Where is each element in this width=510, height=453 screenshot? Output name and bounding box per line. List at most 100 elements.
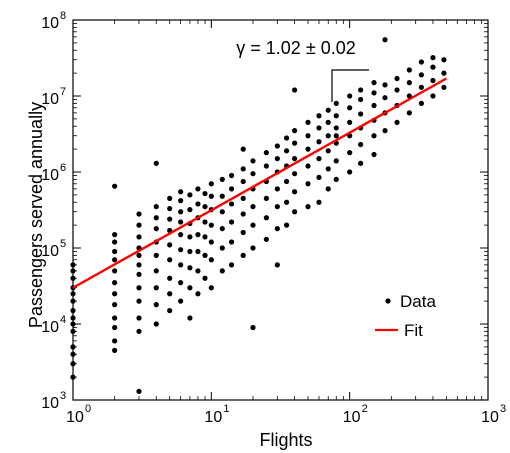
data-point bbox=[136, 315, 142, 321]
x-tick-exponent: 3 bbox=[500, 403, 506, 415]
data-point bbox=[406, 67, 412, 73]
data-point bbox=[219, 176, 225, 182]
data-point bbox=[70, 315, 76, 321]
data-point bbox=[250, 204, 256, 210]
data-point bbox=[325, 119, 331, 125]
data-point bbox=[195, 186, 201, 192]
data-point bbox=[371, 102, 377, 109]
data-point bbox=[274, 186, 280, 192]
y-tick-exponent: 3 bbox=[60, 390, 66, 402]
data-point bbox=[250, 245, 256, 251]
data-point bbox=[187, 234, 193, 240]
y-tick-label: 10 bbox=[41, 91, 59, 108]
data-point bbox=[153, 321, 159, 327]
data-point bbox=[195, 268, 201, 274]
data-point bbox=[70, 298, 76, 304]
legend-data-marker bbox=[385, 298, 391, 304]
x-axis-ticks: 10 0 10 1 10 2 10 3 bbox=[66, 20, 506, 426]
data-point bbox=[167, 308, 173, 314]
y-axis-label: Passengers served annually bbox=[26, 102, 46, 328]
data-point bbox=[228, 262, 235, 268]
data-point bbox=[112, 291, 118, 297]
data-point bbox=[305, 119, 311, 125]
data-point bbox=[70, 361, 76, 367]
data-point bbox=[178, 189, 184, 195]
data-point bbox=[347, 119, 353, 125]
data-point bbox=[263, 236, 269, 242]
data-point bbox=[112, 347, 118, 353]
data-point bbox=[178, 232, 184, 238]
data-point bbox=[325, 186, 331, 192]
data-point bbox=[178, 198, 184, 204]
data-point bbox=[292, 140, 298, 146]
data-point bbox=[167, 195, 173, 201]
data-point bbox=[250, 324, 256, 331]
data-point bbox=[371, 133, 377, 139]
data-point bbox=[274, 225, 280, 232]
slope-annotation-text: γ = 1.02 ± 0.02 bbox=[236, 38, 355, 58]
data-point bbox=[263, 215, 269, 221]
data-point bbox=[178, 209, 184, 215]
data-point bbox=[70, 268, 76, 274]
data-point bbox=[333, 158, 339, 164]
data-point bbox=[153, 268, 159, 274]
data-point bbox=[283, 222, 290, 228]
data-point bbox=[263, 195, 269, 201]
data-point bbox=[70, 275, 76, 281]
data-point bbox=[112, 232, 118, 238]
data-point bbox=[178, 262, 184, 268]
data-point bbox=[228, 239, 235, 245]
data-point bbox=[358, 111, 364, 117]
data-point bbox=[347, 169, 353, 175]
data-point bbox=[208, 239, 214, 245]
data-point bbox=[187, 207, 193, 213]
x-tick-label: 10 bbox=[204, 409, 222, 426]
data-point bbox=[305, 163, 311, 169]
data-point bbox=[240, 211, 246, 217]
plot-area bbox=[72, 19, 489, 401]
data-point bbox=[202, 275, 208, 281]
data-point bbox=[167, 216, 173, 222]
data-point bbox=[136, 388, 142, 394]
data-point bbox=[263, 149, 269, 156]
data-point bbox=[382, 37, 388, 43]
data-point bbox=[153, 215, 159, 221]
data-point bbox=[316, 156, 322, 162]
data-point bbox=[228, 219, 235, 225]
data-point bbox=[153, 204, 159, 210]
data-point bbox=[112, 280, 118, 286]
data-point bbox=[195, 248, 201, 255]
data-point bbox=[70, 291, 76, 297]
data-point bbox=[187, 315, 193, 321]
x-tick-label: 10 bbox=[66, 409, 84, 426]
data-point bbox=[394, 119, 400, 125]
data-point bbox=[136, 271, 142, 277]
data-point bbox=[219, 225, 225, 232]
x-tick-exponent: 0 bbox=[85, 403, 91, 415]
data-point bbox=[325, 148, 331, 154]
data-point bbox=[316, 199, 322, 205]
data-point bbox=[112, 257, 118, 263]
data-point bbox=[430, 93, 436, 99]
data-point bbox=[333, 176, 339, 182]
data-point bbox=[187, 265, 193, 271]
data-point bbox=[394, 75, 400, 82]
data-point bbox=[292, 189, 298, 195]
data-point bbox=[112, 338, 118, 344]
data-point bbox=[112, 183, 118, 189]
slope-bracket bbox=[331, 69, 369, 102]
legend: Data Fit bbox=[375, 292, 436, 340]
data-point bbox=[136, 298, 142, 304]
data-point bbox=[112, 248, 118, 255]
data-point bbox=[208, 222, 214, 228]
data-point bbox=[347, 105, 353, 111]
data-point bbox=[305, 181, 311, 187]
y-tick-exponent: 6 bbox=[60, 162, 66, 174]
data-point bbox=[305, 146, 311, 152]
data-point bbox=[371, 80, 377, 86]
data-point bbox=[70, 262, 76, 268]
data-point bbox=[430, 55, 436, 61]
y-tick-label: 10 bbox=[41, 395, 59, 412]
